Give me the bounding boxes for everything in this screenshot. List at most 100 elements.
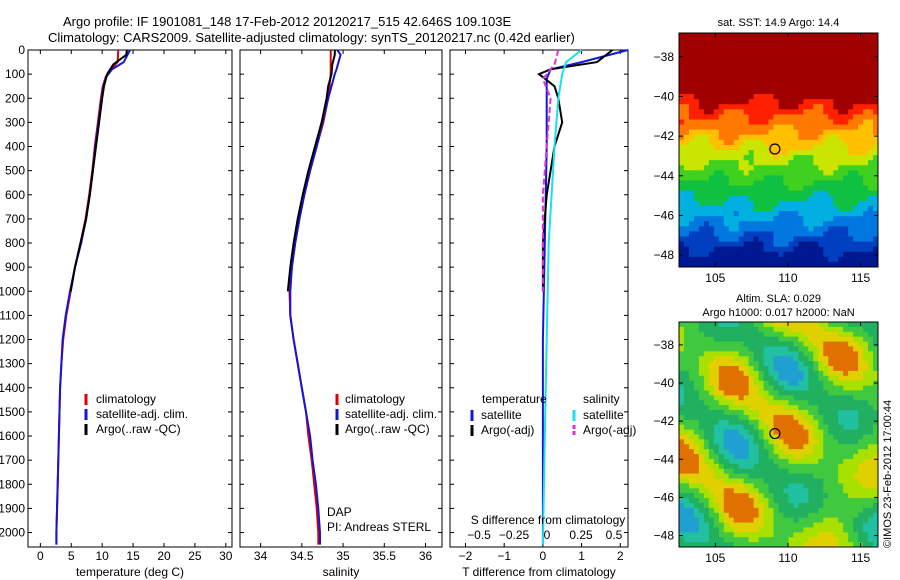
map-cell — [683, 414, 690, 421]
map-cell — [713, 190, 720, 197]
map-cell — [863, 463, 869, 470]
map-cell — [738, 502, 745, 509]
map-cell — [813, 385, 819, 391]
map-cell — [708, 405, 715, 411]
map-cell — [833, 200, 839, 207]
map-cell — [838, 380, 844, 386]
map-cell — [728, 488, 735, 494]
map-cell — [763, 185, 769, 192]
map-cell — [683, 99, 690, 105]
map-cell — [808, 410, 814, 416]
map-cell — [679, 336, 685, 342]
map-cell — [679, 361, 685, 367]
map-cell — [758, 170, 764, 176]
map-cell — [733, 502, 740, 509]
map-cell — [818, 346, 824, 352]
map-cell — [823, 231, 829, 237]
y-tick-label: 0 — [18, 43, 25, 57]
map-cell — [763, 542, 769, 548]
map-cell — [743, 463, 750, 470]
map-cell — [773, 216, 779, 222]
map-cell — [788, 78, 794, 85]
map-cell — [748, 165, 755, 171]
map-cell — [873, 370, 879, 377]
map-cell — [803, 517, 809, 523]
x-tick-label: −2 — [459, 549, 473, 563]
map-cell — [683, 410, 690, 416]
map-cell — [733, 454, 740, 460]
map-cell — [873, 493, 879, 499]
map-cell — [703, 104, 710, 110]
map-cell — [793, 170, 799, 176]
map-cell — [793, 175, 799, 181]
map-cell — [688, 165, 695, 171]
map-cell — [813, 468, 819, 475]
map-cell — [793, 424, 799, 431]
map-cell — [838, 99, 844, 105]
legend-label: satellite-adj. clim. — [96, 407, 188, 421]
map-cell — [723, 73, 730, 80]
map-cell — [723, 410, 730, 416]
map-cell — [708, 331, 715, 338]
map-cell — [783, 473, 789, 479]
map-cell — [713, 361, 720, 367]
map-cell — [738, 251, 745, 258]
map-cell — [728, 454, 735, 460]
map-cell — [813, 139, 819, 146]
map-cell — [743, 488, 750, 494]
map-cell — [858, 326, 864, 333]
map-cell — [748, 150, 755, 156]
map-cell — [688, 43, 695, 49]
map-cell — [753, 532, 760, 538]
map-cell — [868, 43, 874, 49]
legend-header: salinity — [583, 392, 620, 406]
map-cell — [853, 498, 859, 504]
map-cell — [778, 380, 784, 386]
map-cell — [838, 150, 844, 156]
map-y-tick-label: −40 — [654, 89, 675, 103]
map-cell — [688, 119, 695, 125]
map-cell — [808, 366, 814, 372]
map-cell — [763, 83, 769, 90]
map-cell — [793, 336, 799, 342]
map-cell — [683, 473, 690, 479]
map-cell — [718, 454, 725, 460]
map-cell — [793, 139, 799, 146]
map-cell — [848, 211, 854, 217]
map-cell — [763, 366, 769, 372]
map-cell — [758, 165, 764, 171]
map-cell — [743, 180, 750, 187]
map-cell — [683, 424, 690, 431]
map-frame — [678, 32, 879, 268]
map-cell — [713, 94, 720, 100]
map-cell — [858, 246, 864, 253]
map-cell — [753, 502, 760, 509]
map-cell — [679, 488, 685, 494]
map-cell — [708, 180, 715, 187]
map-cell — [683, 231, 690, 237]
map-cell — [808, 434, 814, 440]
map-cell — [733, 429, 740, 435]
map-cell — [853, 424, 859, 431]
map-cell — [843, 356, 849, 362]
map-cell — [743, 498, 750, 504]
map-cell — [688, 468, 695, 475]
map-cell — [768, 341, 774, 347]
map-cell — [838, 114, 844, 120]
map-cell — [723, 542, 730, 548]
map-cell — [873, 322, 879, 328]
map-cell — [738, 346, 745, 352]
map-cell — [868, 512, 874, 519]
map-cell — [873, 527, 879, 533]
map-cell — [758, 498, 764, 504]
map-cell — [758, 155, 764, 161]
y-tick-label: 600 — [5, 188, 25, 202]
map-cell — [768, 498, 774, 504]
map-cell — [843, 512, 849, 519]
map-cell — [748, 444, 755, 450]
map-cell — [688, 160, 695, 166]
map-cell — [783, 195, 789, 202]
map-cell — [723, 463, 730, 470]
map-cell — [683, 251, 690, 258]
map-cell — [798, 322, 804, 328]
